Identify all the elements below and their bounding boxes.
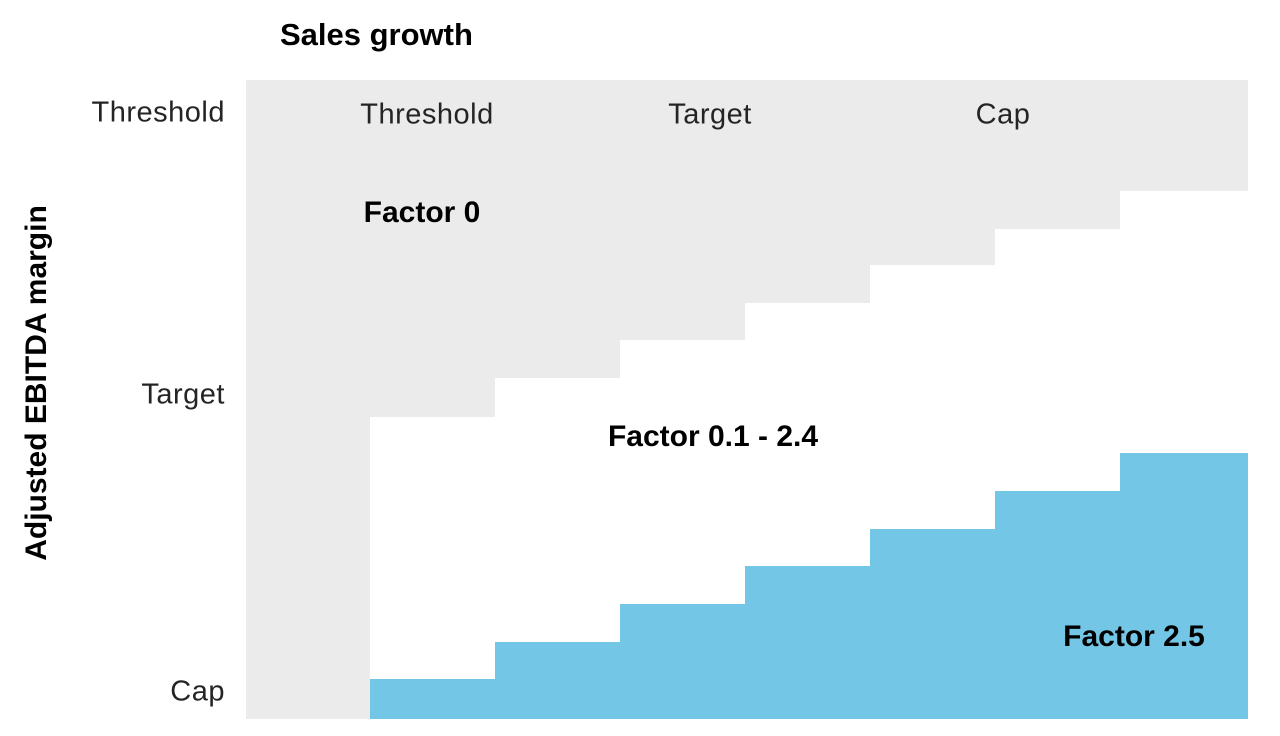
zone-factor-0 (246, 80, 1248, 719)
zone-label-factor-0: Factor 0 (363, 196, 481, 229)
zone-label-factor-max: Factor 2.5 (1063, 620, 1205, 653)
y-tick-target: Target (141, 378, 225, 411)
x-tick-threshold: Threshold (360, 98, 494, 131)
plot-area (246, 80, 1248, 719)
y-tick-threshold: Threshold (91, 96, 225, 129)
zone-label-factor-mid: Factor 0.1 - 2.4 (607, 420, 819, 453)
x-tick-target: Target (668, 98, 752, 131)
x-axis-title: Sales growth (280, 17, 473, 52)
zone-factor-max (370, 453, 1248, 719)
y-tick-cap: Cap (170, 675, 225, 708)
x-tick-cap: Cap (975, 98, 1031, 131)
